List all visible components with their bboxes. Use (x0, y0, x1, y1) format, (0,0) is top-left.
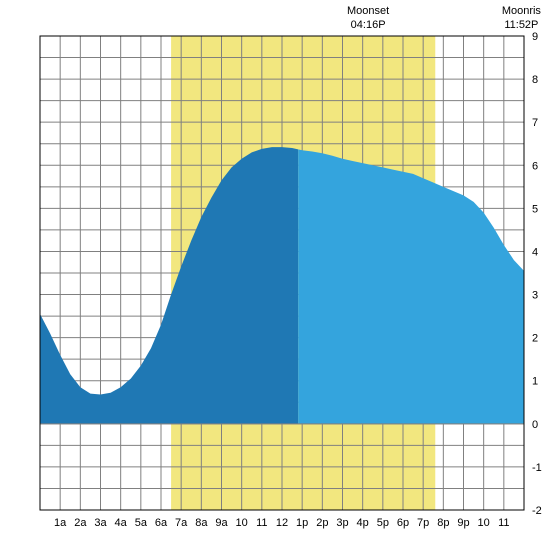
x-tick-label: 4a (115, 517, 128, 529)
x-tick-label: 3a (94, 517, 107, 529)
x-tick-label: 7p (417, 517, 429, 529)
top-label-title: Moonset (347, 5, 389, 17)
top-label-title: Moonris (502, 5, 542, 17)
x-tick-label: 8p (437, 517, 449, 529)
x-tick-label: 10 (236, 517, 248, 529)
y-tick-label: 2 (532, 333, 538, 345)
x-tick-label: 3p (336, 517, 348, 529)
y-tick-label: 1 (532, 376, 538, 388)
x-tick-label: 8a (195, 517, 208, 529)
top-label-time: 04:16P (351, 19, 386, 31)
x-tick-label: 12 (276, 517, 288, 529)
y-tick-label: 6 (532, 160, 538, 172)
y-tick-label: 8 (532, 74, 538, 86)
y-tick-label: 7 (532, 117, 538, 129)
y-tick-label: 3 (532, 290, 538, 302)
x-tick-label: 1a (54, 517, 67, 529)
x-tick-label: 2a (74, 517, 87, 529)
y-tick-label: 5 (532, 203, 538, 215)
x-tick-label: 9p (457, 517, 469, 529)
x-tick-label: 4p (357, 517, 369, 529)
y-tick-label: -1 (532, 462, 542, 474)
tide-chart: -2-101234567891a2a3a4a5a6a7a8a9a1011121p… (0, 0, 550, 550)
x-tick-label: 10 (478, 517, 490, 529)
x-tick-label: 6p (397, 517, 409, 529)
x-tick-label: 11 (256, 517, 267, 529)
y-tick-label: 9 (532, 31, 538, 43)
x-tick-label: 6a (155, 517, 168, 529)
y-tick-label: -2 (532, 505, 542, 517)
x-tick-label: 2p (316, 517, 328, 529)
x-tick-label: 11 (498, 517, 509, 529)
top-label-time: 11:52P (504, 19, 538, 31)
chart-svg: -2-101234567891a2a3a4a5a6a7a8a9a1011121p… (0, 0, 550, 550)
x-tick-label: 5a (135, 517, 148, 529)
y-tick-label: 0 (532, 419, 538, 431)
x-tick-label: 5p (377, 517, 389, 529)
x-tick-label: 9a (215, 517, 228, 529)
x-tick-label: 7a (175, 517, 188, 529)
y-tick-label: 4 (532, 246, 538, 258)
x-tick-label: 1p (296, 517, 308, 529)
